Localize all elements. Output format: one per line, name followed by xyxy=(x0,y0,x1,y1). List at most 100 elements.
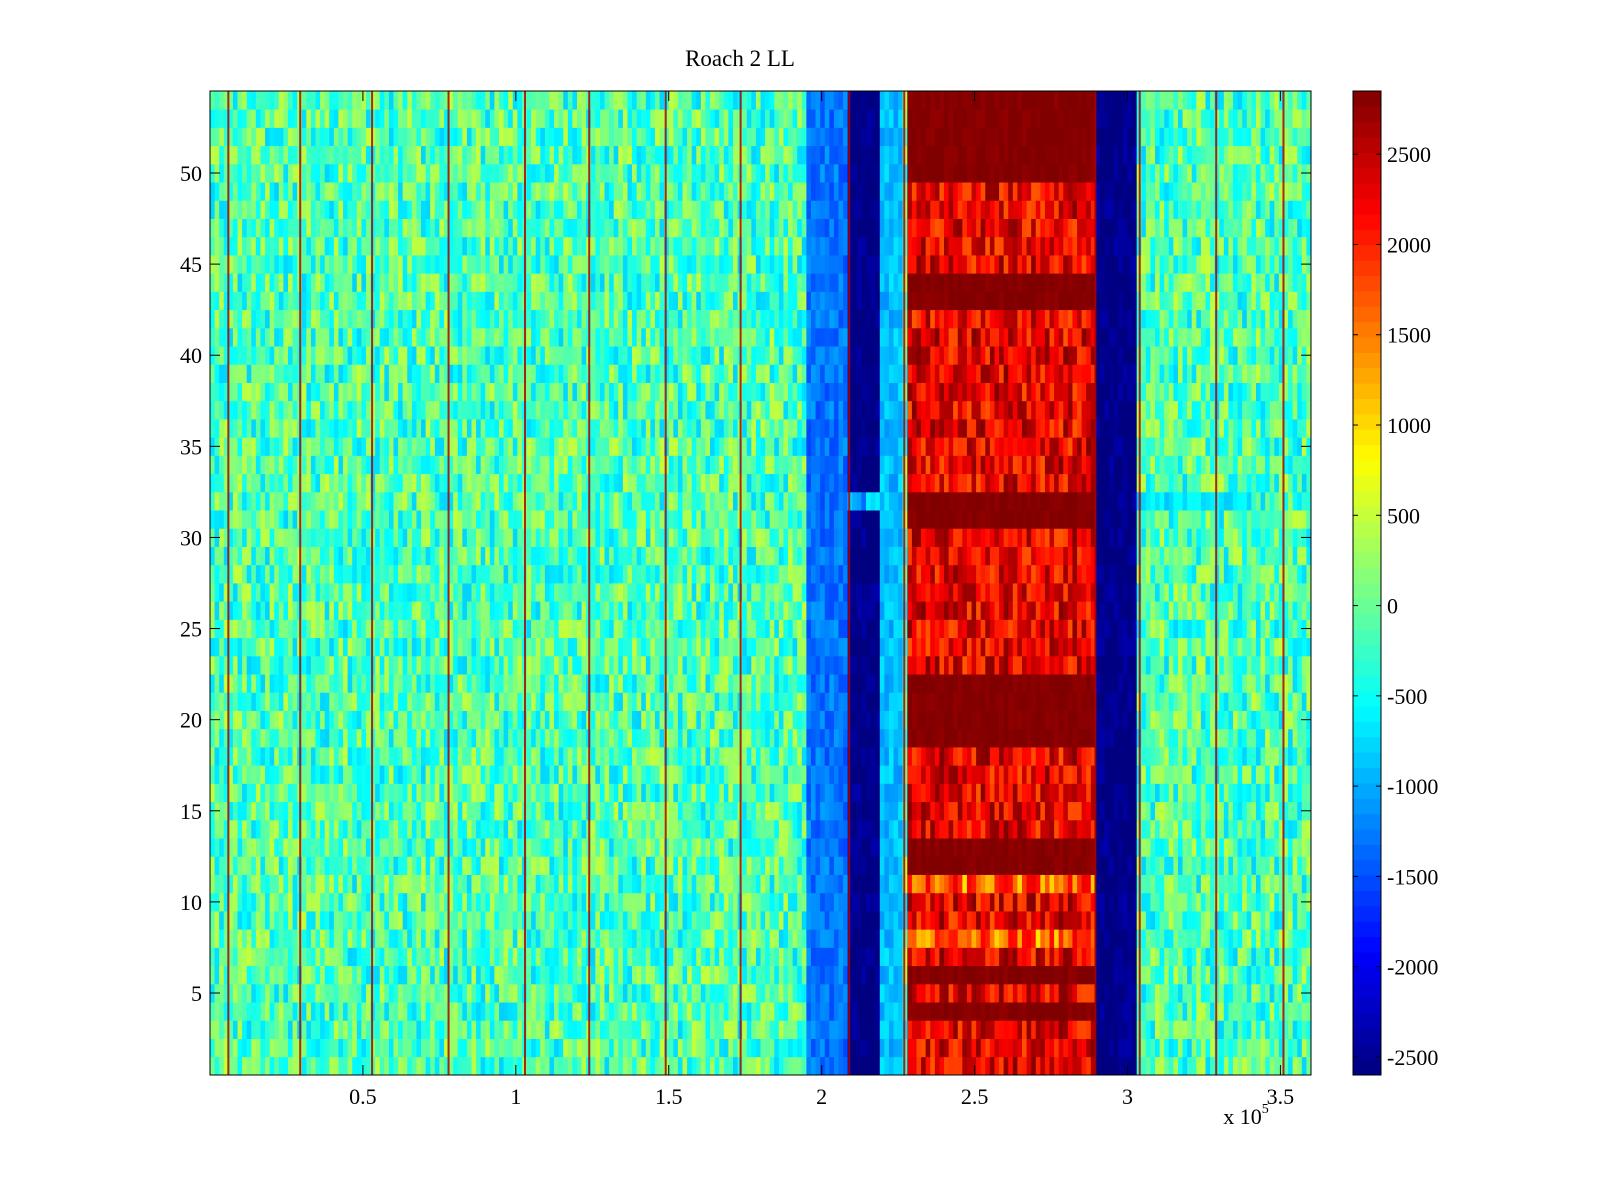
heatmap-cell xyxy=(361,983,367,1003)
heatmap-cell xyxy=(797,1038,803,1058)
heatmap-cell xyxy=(994,747,1000,766)
heatmap-cell xyxy=(723,819,729,839)
heatmap-cell xyxy=(604,765,610,784)
heatmap-cell xyxy=(710,856,716,875)
heatmap-cell xyxy=(696,965,702,985)
heatmap-cell xyxy=(1003,838,1009,857)
heatmap-cell xyxy=(1058,1038,1064,1058)
heatmap-cell xyxy=(714,947,720,967)
heatmap-cell xyxy=(476,965,482,985)
heatmap-cell xyxy=(1228,747,1234,766)
heatmap-cell xyxy=(1049,1038,1055,1058)
heatmap-cell xyxy=(632,965,638,985)
heatmap-cell xyxy=(719,1002,725,1021)
heatmap-cell xyxy=(856,892,862,912)
heatmap-cell xyxy=(1026,728,1032,748)
heatmap-cell xyxy=(1122,710,1128,730)
heatmap-cell xyxy=(930,819,936,839)
heatmap-cell xyxy=(1077,1056,1083,1076)
heatmap-cell xyxy=(301,801,307,821)
heatmap-cell xyxy=(852,783,858,803)
heatmap-cell xyxy=(251,965,257,985)
heatmap-cell xyxy=(531,874,537,894)
heatmap-cell xyxy=(549,983,555,1003)
heatmap-cell xyxy=(742,983,748,1003)
heatmap-cell xyxy=(957,819,963,839)
heatmap-cell xyxy=(1054,929,1060,948)
heatmap-row xyxy=(210,801,1312,821)
heatmap-cell xyxy=(801,710,807,730)
heatmap-cell xyxy=(618,783,624,803)
heatmap-cell xyxy=(636,983,642,1003)
heatmap-cell xyxy=(210,838,215,857)
heatmap-cell xyxy=(301,728,307,748)
heatmap-cell xyxy=(549,1002,555,1021)
heatmap-cell xyxy=(1035,874,1041,894)
heatmap-cell xyxy=(719,965,725,985)
heatmap-cell xyxy=(1173,1056,1179,1076)
heatmap-cell xyxy=(829,1020,835,1039)
heatmap-cell xyxy=(884,983,890,1003)
heatmap-cell xyxy=(1168,1020,1174,1039)
heatmap-cell xyxy=(760,765,766,784)
heatmap-cell xyxy=(806,765,812,784)
heatmap-cell xyxy=(567,838,573,857)
heatmap-cell xyxy=(783,929,789,948)
heatmap-cell xyxy=(829,710,835,730)
heatmap-cell xyxy=(829,1056,835,1076)
heatmap-cell xyxy=(581,728,587,748)
heatmap-cell xyxy=(1182,1056,1188,1076)
heatmap-cell xyxy=(398,947,404,967)
heatmap-cell xyxy=(962,838,968,857)
heatmap-cell xyxy=(1122,947,1128,967)
heatmap-cell xyxy=(622,838,628,857)
heatmap-cell xyxy=(1265,765,1271,784)
heatmap-cell xyxy=(260,1002,266,1021)
heatmap-cell xyxy=(1058,947,1064,967)
heatmap-cell xyxy=(480,783,486,803)
heatmap-cell xyxy=(407,747,413,766)
heatmap-cell xyxy=(508,929,514,948)
heatmap-cell xyxy=(966,692,972,711)
heatmap-cell xyxy=(1122,801,1128,821)
heatmap-cell xyxy=(443,1020,449,1039)
heatmap-cell xyxy=(228,1002,234,1021)
heatmap-cell xyxy=(760,965,766,985)
heatmap-cell xyxy=(1306,874,1312,894)
heatmap-cell xyxy=(980,1038,986,1058)
heatmap-cell xyxy=(966,747,972,766)
heatmap-cell xyxy=(471,728,477,748)
heatmap-cell xyxy=(604,1020,610,1039)
heatmap-cell xyxy=(806,710,812,730)
heatmap-cell xyxy=(315,856,321,875)
heatmap-cell xyxy=(1104,965,1110,985)
heatmap-cell xyxy=(810,1002,816,1021)
heatmap-cell xyxy=(710,1002,716,1021)
heatmap-cell xyxy=(820,692,826,711)
heatmap-cell xyxy=(347,819,353,839)
heatmap-cell xyxy=(1191,911,1197,930)
heatmap-cell xyxy=(1031,1056,1037,1076)
heatmap-cell xyxy=(1090,856,1096,875)
heatmap-cell xyxy=(1173,1002,1179,1021)
heatmap-cell xyxy=(599,929,605,948)
heatmap-cell xyxy=(283,838,289,857)
heatmap-cell xyxy=(356,801,362,821)
heatmap-cell xyxy=(654,801,660,821)
heatmap-cell xyxy=(393,710,399,730)
heatmap-cell xyxy=(1155,965,1161,985)
heatmap-cell xyxy=(788,892,794,912)
heatmap-cell xyxy=(471,747,477,766)
heatmap-cell xyxy=(632,929,638,948)
heatmap-cell xyxy=(356,1056,362,1076)
heatmap-cell xyxy=(930,692,936,711)
heatmap-cell xyxy=(866,856,871,875)
heatmap-cell xyxy=(645,747,651,766)
heatmap-cell xyxy=(957,874,963,894)
heatmap-cell xyxy=(810,892,816,912)
heatmap-cell xyxy=(934,728,940,748)
heatmap-cell xyxy=(1246,1002,1252,1021)
heatmap-cell xyxy=(774,838,780,857)
heatmap-cell xyxy=(728,1002,734,1021)
heatmap-cell xyxy=(705,1002,711,1021)
